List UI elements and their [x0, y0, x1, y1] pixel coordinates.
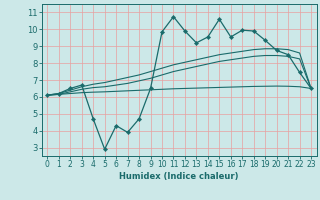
X-axis label: Humidex (Indice chaleur): Humidex (Indice chaleur)	[119, 172, 239, 181]
